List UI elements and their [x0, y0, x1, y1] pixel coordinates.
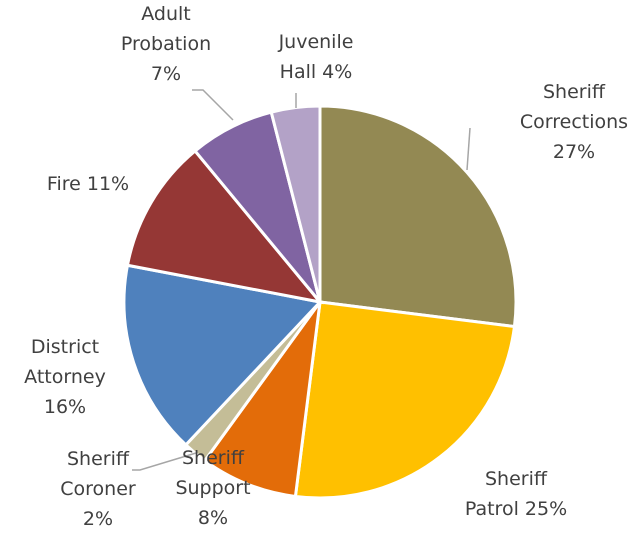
slice-label-0-line-2: 27% [553, 141, 595, 163]
slice-label-3-line-0: Sheriff [67, 448, 130, 470]
slice-label-7-line-0: Juvenile [278, 31, 354, 53]
slice-label-4-line-0: District [31, 336, 99, 358]
slice-label-3: Sheriff Coroner 2% [60, 448, 136, 530]
slice-label-0: Sheriff Corrections 27% [520, 81, 628, 163]
slice-label-4: District Attorney 16% [24, 336, 106, 418]
leaders-layer [132, 89, 471, 471]
pie-slice-2 [202, 301, 322, 499]
slice-label-7-line-1: Hall 4% [280, 61, 353, 83]
slice-label-3-line-2: 2% [83, 508, 113, 530]
slice-label-3-line-1: Coroner [60, 478, 136, 500]
slice-label-6-line-1: Probation [121, 33, 211, 55]
slice-label-1-line-0: Sheriff [485, 468, 548, 490]
slice-label-2: Sheriff Support 8% [175, 447, 250, 529]
slice-label-0-line-0: Sheriff [543, 81, 606, 103]
leader-line-3 [132, 452, 197, 471]
pie-slice-4 [122, 263, 323, 448]
pie-slice-5 [125, 148, 324, 305]
labels-layer: Sheriff Corrections 27%Sheriff Patrol 25%Sh… [24, 3, 628, 530]
slice-label-4-line-2: 16% [44, 396, 86, 418]
leader-line-0 [466, 127, 471, 171]
slice-label-4-line-1: Attorney [24, 366, 106, 388]
pie-slice-1 [293, 300, 517, 500]
slice-label-2-line-1: Support [175, 477, 250, 499]
slice-label-5: Fire 11% [47, 173, 129, 195]
slice-label-5-line-0: Fire 11% [47, 173, 129, 195]
slice-label-1-line-1: Patrol 25% [465, 498, 567, 520]
slice-label-1: Sheriff Patrol 25% [465, 468, 567, 520]
leader-line-6 [192, 89, 234, 121]
slice-label-6: Adult Probation 7% [121, 3, 211, 85]
pie-slice-0 [318, 104, 518, 329]
slice-label-7: Juvenile Hall 4% [278, 31, 354, 83]
slice-label-6-line-2: 7% [151, 63, 181, 85]
slice-label-2-line-0: Sheriff [182, 447, 245, 469]
slice-label-2-line-2: 8% [198, 507, 228, 529]
slices-layer [122, 104, 518, 500]
slice-label-0-line-1: Corrections [520, 111, 628, 133]
slice-label-6-line-0: Adult [141, 3, 191, 25]
